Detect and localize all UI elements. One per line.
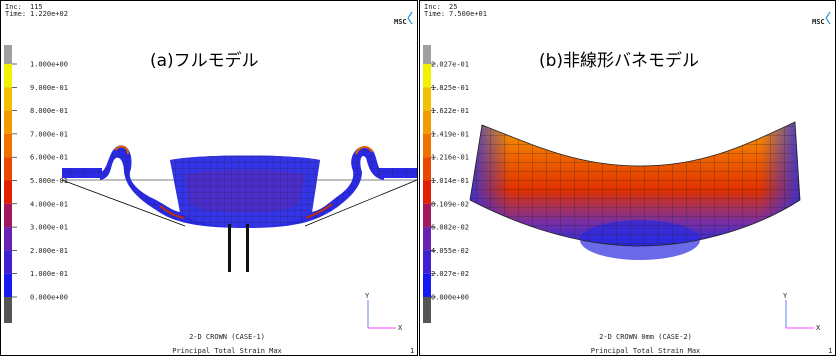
legend-label: 4.055e-02: [431, 247, 469, 255]
logo: MSC: [812, 18, 825, 26]
legend-cap: [4, 297, 12, 323]
legend-label: 2.027e-01: [431, 61, 469, 69]
legend-swatch: [423, 250, 431, 273]
footer-line: Principal Total Strain Max: [591, 347, 701, 355]
footer-line: Principal Total Strain Max: [172, 347, 282, 355]
legend-label: 4.000e-01: [30, 200, 68, 208]
legend-label: 2.000e-01: [30, 247, 68, 255]
legend-swatch: [4, 157, 12, 180]
footer-line: 2-D CROWN (CASE-1): [189, 333, 265, 341]
legend-swatch: [4, 181, 12, 204]
legend-swatch: [423, 87, 431, 110]
page-number: 1: [828, 347, 832, 355]
legend-cap: [423, 297, 431, 323]
legend-swatch: [423, 64, 431, 87]
legend-label: 6.000e-01: [30, 154, 68, 162]
legend-cap: [423, 45, 431, 64]
time-label: Time:: [5, 10, 26, 18]
legend-swatch: [423, 181, 431, 204]
legend-label: 1.622e-01: [431, 107, 469, 115]
legend-label: 1.419e-01: [431, 130, 469, 138]
legend-label: 1.014e-01: [431, 177, 469, 185]
legend-label: 3.000e-01: [30, 224, 68, 232]
time-label: Time:: [424, 10, 445, 18]
legend-swatch: [4, 250, 12, 273]
screenshot: Inc:115Time:1.220e+02MSC(a)フルモデル1.000e+0…: [0, 0, 836, 356]
legend-swatch: [4, 204, 12, 227]
page-number: 1: [410, 347, 414, 355]
legend-swatch: [4, 64, 12, 87]
legend-swatch: [4, 111, 12, 134]
legend-cap: [4, 45, 12, 64]
legend-label: 9.000e-01: [30, 84, 68, 92]
legend-swatch: [423, 134, 431, 157]
legend-label: 1.000e-01: [30, 270, 68, 278]
panel-title: (a)フルモデル: [150, 50, 259, 71]
legend-label: 2.027e-02: [431, 270, 469, 278]
legend-label: 1.825e-01: [431, 84, 469, 92]
legend-swatch: [423, 227, 431, 250]
legend-label: 1.216e-01: [431, 154, 469, 162]
legend-label: 8.000e-01: [30, 107, 68, 115]
legend-swatch: [423, 111, 431, 134]
legend-label: 8.109e-02: [431, 200, 469, 208]
legend-swatch: [4, 87, 12, 110]
logo: MSC: [394, 18, 407, 26]
legend-swatch: [4, 134, 12, 157]
time-value: 7.500e+01: [449, 10, 487, 18]
time-value: 1.220e+02: [30, 10, 68, 18]
legend-swatch: [423, 204, 431, 227]
panel-title: (b)非線形バネモデル: [539, 50, 699, 71]
legend-swatch: [4, 274, 12, 297]
legend-swatch: [423, 157, 431, 180]
legend-label: 0.000e+00: [30, 294, 68, 302]
legend-label: 0.000e+00: [431, 294, 469, 302]
legend-label: 7.000e-01: [30, 130, 68, 138]
legend-label: 1.000e+00: [30, 61, 68, 69]
legend-swatch: [423, 274, 431, 297]
footer-line: 2-D CROWN 0mm (CASE-2): [599, 333, 692, 341]
legend-swatch: [4, 227, 12, 250]
legend-label: 5.000e-01: [30, 177, 68, 185]
legend-label: 6.082e-02: [431, 224, 469, 232]
